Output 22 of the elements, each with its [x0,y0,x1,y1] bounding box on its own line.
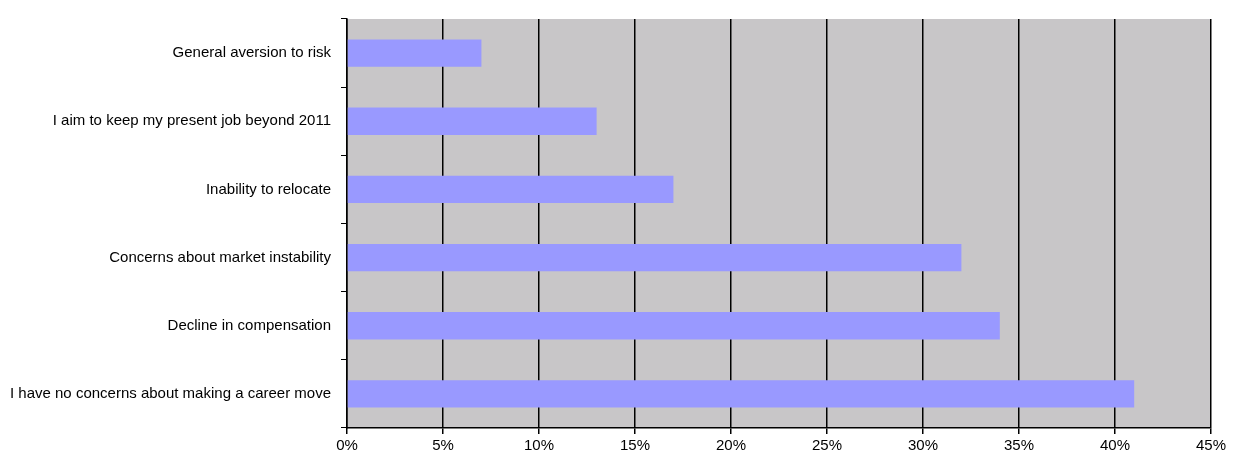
x-tick-label: 40% [1099,436,1131,454]
y-tick-label: General aversion to risk [172,43,332,61]
x-tick-label: 10% [523,436,555,454]
y-tick-label: I have no concerns about making a career move [10,384,332,402]
x-tick-label: 25% [811,436,843,454]
x-tick-label: 15% [619,436,651,454]
x-tick-label: 20% [715,436,747,454]
x-tick-label: 30% [907,436,939,454]
bar [347,107,597,135]
bar [347,312,1000,340]
x-tick-label: 45% [1195,436,1227,454]
x-tick-label: 35% [1003,436,1035,454]
bar [347,39,482,67]
y-tick-label: Decline in compensation [167,315,332,333]
bar [347,175,674,204]
y-tick-label: Concerns about market instability [109,247,332,265]
bar [347,243,962,272]
x-tick-label: 5% [432,436,454,454]
y-tick-label: Inability to relocate [205,179,332,197]
x-tick-label: 0% [336,436,358,454]
bar [347,380,1135,408]
y-tick-label: I aim to keep my present job beyond 2011 [52,111,332,129]
